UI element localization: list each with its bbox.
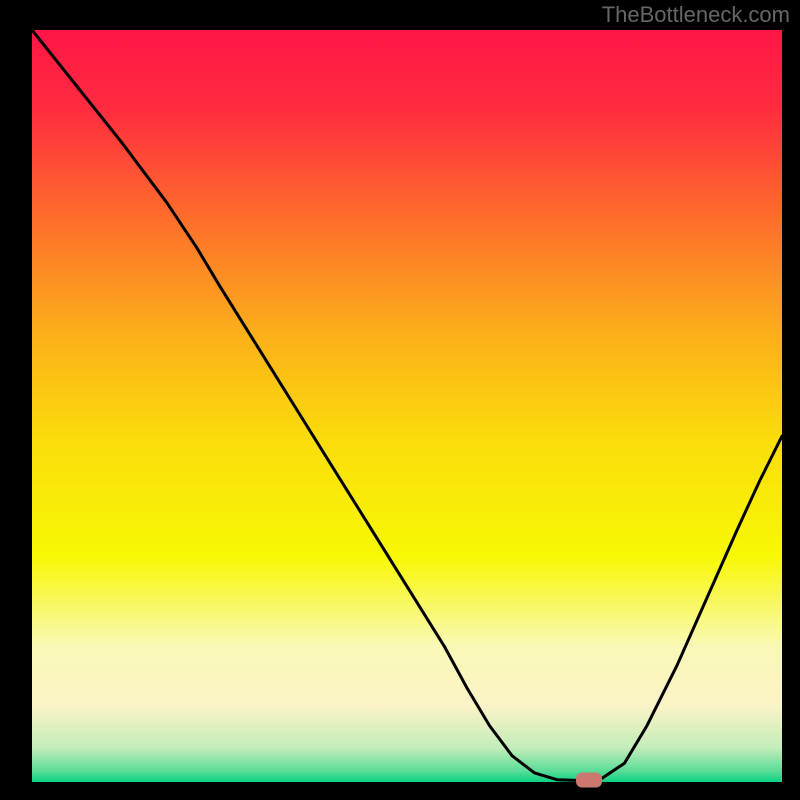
optimal-marker — [576, 773, 602, 788]
bottleneck-curve — [32, 30, 782, 782]
plot-area — [32, 30, 782, 782]
watermark-text: TheBottleneck.com — [602, 2, 790, 28]
chart-frame: TheBottleneck.com — [0, 0, 800, 800]
